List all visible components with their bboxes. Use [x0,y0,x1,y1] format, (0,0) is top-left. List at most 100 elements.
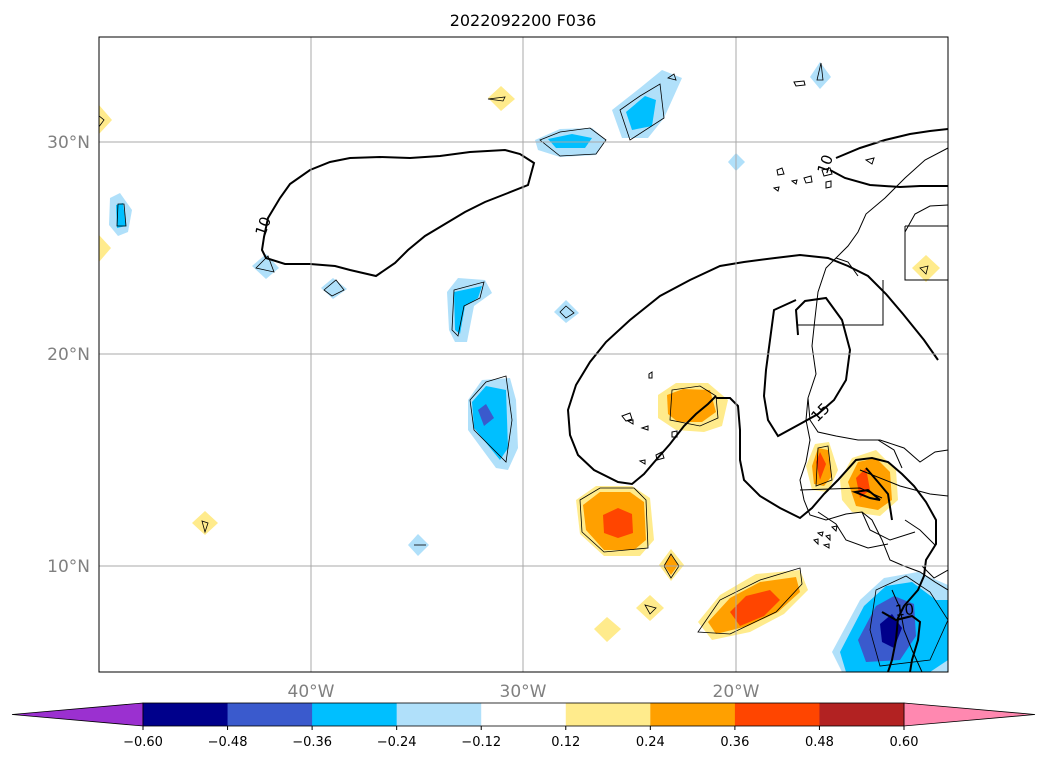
latitude-label: 20°N [47,345,90,365]
negative-patch [810,62,831,89]
thin-contour [815,445,833,487]
thin-contour [667,73,677,81]
negative-patch [252,254,279,279]
negative-patch [321,278,347,299]
colorbar-tick-label: 0.36 [720,735,749,750]
thin-contour [869,575,948,667]
border [904,519,936,546]
latitude-label: 10°N [47,557,90,577]
island [621,412,633,422]
colorbar-tick-label: −0.12 [461,735,501,750]
thin-contour [201,520,209,534]
colorbar-tick-label: 0.12 [551,735,580,750]
thick-contour [260,148,536,278]
island [793,80,806,87]
positive-patch [594,617,621,642]
border [877,439,903,469]
colorbar-tick-label: 0.60 [890,735,919,750]
island [864,157,875,165]
positive-patch [667,389,716,422]
island [803,175,813,184]
thick-contour [566,253,939,486]
negative-patch [554,300,579,323]
colorbar-extend-low [11,702,144,727]
thin-contour [255,255,275,273]
island [825,534,831,542]
colorbar-frame [142,702,905,727]
border [861,511,916,541]
colorbar-swatch [819,703,905,726]
thick-contour [829,169,948,189]
island [671,430,678,438]
contour-label: 10 [814,152,837,176]
colorbar-tick-label: −0.36 [292,735,332,750]
negative-patch [478,404,494,426]
border [904,226,948,281]
colorbar: −0.60 −0.48 −0.36 −0.24 −0.12 0.12 0.24 0.36 0.4… [11,702,1036,750]
positive-patch [816,452,826,480]
colorbar-swatch [143,703,229,726]
colorbar-tick-label: 0.24 [636,735,665,750]
positive-patch [192,511,218,535]
coastline [891,589,923,672]
positive-patch [603,508,633,538]
island [626,419,634,425]
island [776,167,785,176]
border [859,469,948,497]
negative-patch [116,203,126,228]
colorbar-swatch [734,703,820,726]
coastline [904,204,948,233]
thin-contour [559,305,575,319]
coastline [807,147,948,463]
colorbar-swatch [396,703,482,726]
thin-contour [619,83,665,141]
border [798,280,884,326]
colorbar-swatch [650,703,736,726]
thin-contour [99,115,105,128]
thin-contour [539,127,607,157]
island [822,543,830,549]
island [816,531,824,537]
positive-patch [99,235,111,262]
island [648,371,653,379]
colorbar-swatch [565,703,651,726]
thin-contour [644,604,657,615]
colorbar-extend-high [903,702,1036,727]
longitude-label: 40°W [288,682,335,702]
island [640,425,649,431]
island [825,180,832,189]
thin-contour [697,567,803,635]
thick-contour [762,296,852,438]
colorbar-swatch [312,703,398,726]
longitude-label: 30°W [500,682,547,702]
thin-contour [469,375,513,463]
contour-label: 10 [894,600,915,620]
island [830,525,838,533]
thin-contour [669,385,719,427]
colorbar-swatch [227,703,313,726]
colorbar-tick-label: −0.60 [123,735,163,750]
thin-contour [816,62,824,81]
island [813,538,819,546]
thick-contour [851,488,881,501]
island [638,459,646,465]
map-panel: 10 10 10 15 [98,36,949,673]
contour-label: 10 [252,214,275,238]
longitude-label: 20°W [713,682,760,702]
negative-patch [472,386,508,460]
thick-contours [260,128,948,672]
negative-patch [548,134,592,148]
thick-contour [716,397,937,672]
positive-patch [730,590,780,626]
colorbar-tick-label: −0.48 [208,735,248,750]
latitude-label: 30°N [47,133,90,153]
thin-contour [323,279,345,297]
map-frame [98,36,949,673]
thick-contour [865,467,893,521]
thick-contour [835,128,948,159]
anomaly-fills [99,62,948,672]
positive-patch [912,255,940,282]
border [817,511,889,549]
positive-patch [99,105,112,134]
border [921,565,948,579]
